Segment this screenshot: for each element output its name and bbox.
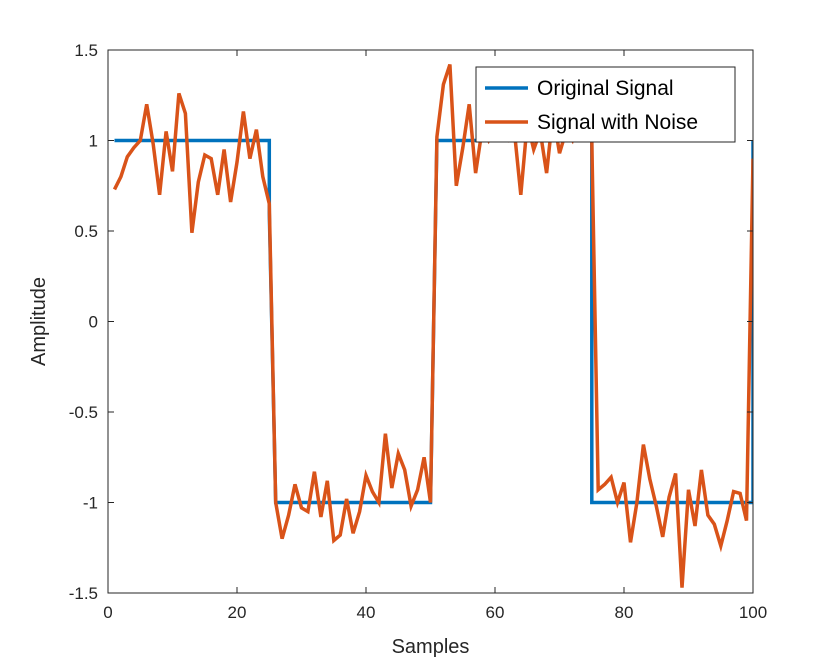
y-tick-label: -0.5 <box>69 403 98 422</box>
y-axis-label: Amplitude <box>28 277 50 366</box>
y-tick-label: 0 <box>89 313 98 332</box>
y-tick-label: 0.5 <box>74 222 98 241</box>
x-axis-label: Samples <box>392 636 470 658</box>
x-tick-label: 40 <box>357 603 376 622</box>
x-tick-label: 100 <box>739 603 767 622</box>
x-tick-label: 80 <box>615 603 634 622</box>
legend-box <box>475 66 736 143</box>
x-tick-label: 60 <box>486 603 505 622</box>
legend: Original Signal Signal with Noise <box>475 66 736 143</box>
series-line-signal-with-noise <box>112 63 753 588</box>
y-tick-label: -1.5 <box>69 584 98 603</box>
legend-label-original-signal: Original Signal <box>537 77 674 100</box>
x-tick-label: 0 <box>103 603 112 622</box>
y-tick-label: -1 <box>83 494 98 513</box>
x-tick-label: 20 <box>228 603 247 622</box>
y-tick-label: 1 <box>89 132 98 151</box>
legend-label-signal-with-noise: Signal with Noise <box>537 111 698 134</box>
y-tick-label: 1.5 <box>74 41 98 60</box>
